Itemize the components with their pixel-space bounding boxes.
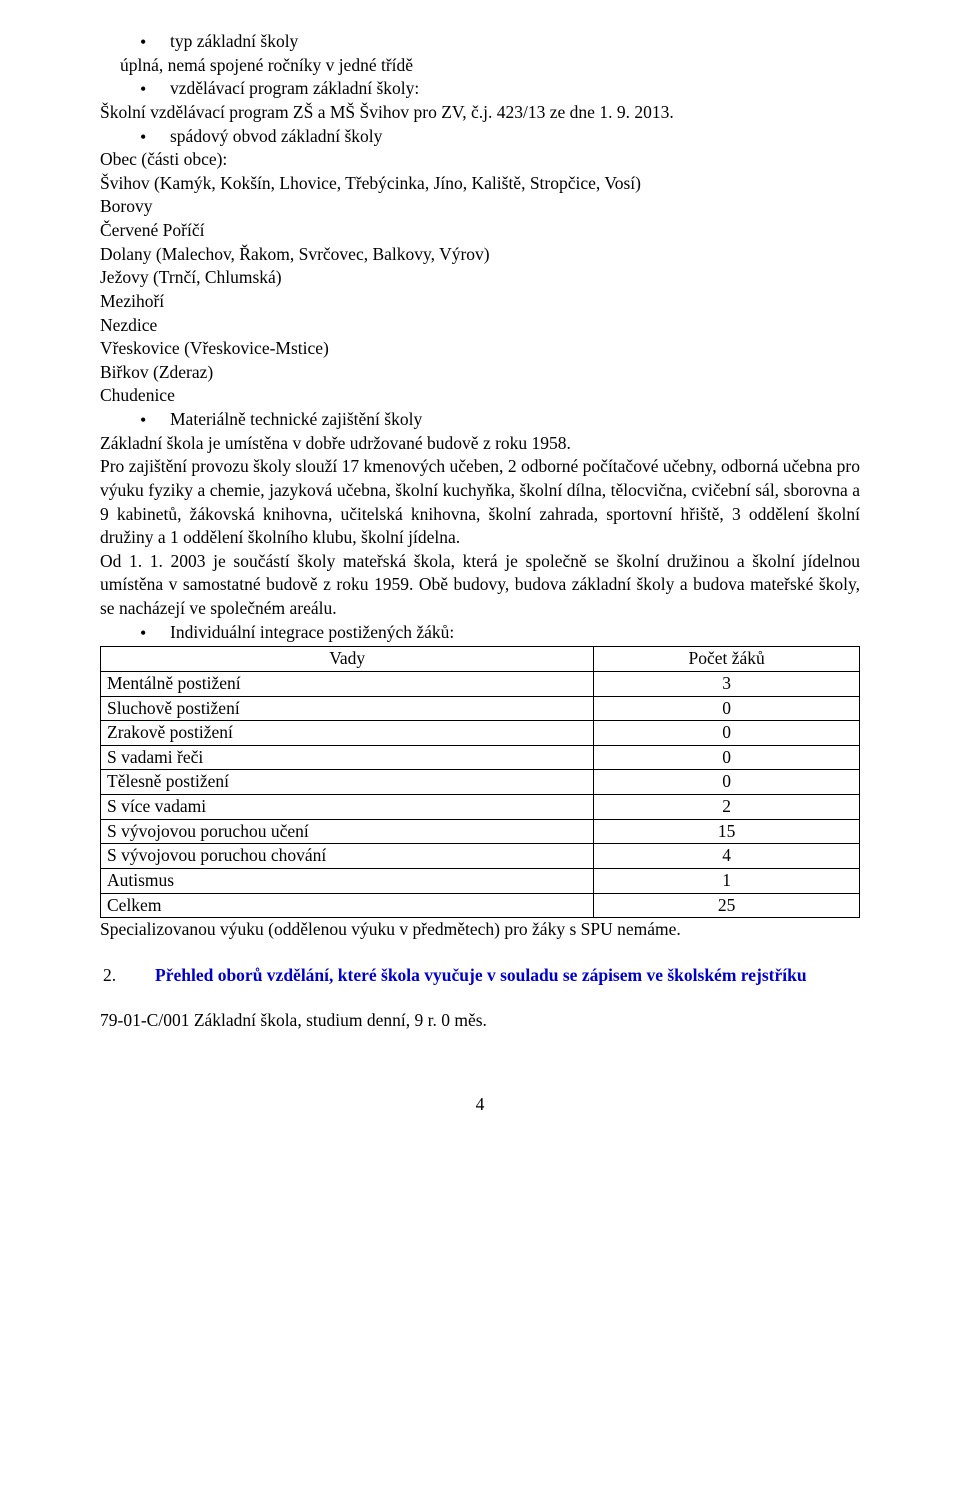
obec-line-6: Nezdice (100, 314, 860, 338)
table-row: Tělesně postižení0 (101, 770, 860, 795)
post-table-note: Specializovanou výuku (oddělenou výuku v… (100, 918, 860, 942)
section-2-title: Přehled oborů vzdělání, které škola vyuč… (155, 965, 807, 985)
vzdel-sub: Školní vzdělávací program ZŠ a MŠ Švihov… (100, 101, 860, 125)
obec-title: Obec (části obce): (100, 148, 860, 172)
table-header-c2: Počet žáků (594, 647, 860, 672)
obec-line-3: Dolany (Malechov, Řakom, Svrčovec, Balko… (100, 243, 860, 267)
table-row: S vadami řeči0 (101, 745, 860, 770)
material-p2: Pro zajištění provozu školy slouží 17 km… (100, 455, 860, 550)
obec-line-5: Mezihoří (100, 290, 860, 314)
table-row: Mentálně postižení3 (101, 671, 860, 696)
material-p1: Základní škola je umístěna v dobře udržo… (100, 432, 860, 456)
vady-table: Vady Počet žáků Mentálně postižení3 Sluc… (100, 646, 860, 918)
bullet-typ: typ základní školy (170, 30, 860, 54)
bullet-list-integrace: Individuální integrace postižených žáků: (100, 621, 860, 645)
obec-line-9: Chudenice (100, 384, 860, 408)
obec-line-7: Vřeskovice (Vřeskovice-Mstice) (100, 337, 860, 361)
table-row: Sluchově postižení0 (101, 696, 860, 721)
bullet-list-spad: spádový obvod základní školy (100, 125, 860, 149)
obec-line-1: Borovy (100, 195, 860, 219)
final-line: 79-01-C/001 Základní škola, studium denn… (100, 1009, 860, 1033)
table-row: Celkem25 (101, 893, 860, 918)
bullet-list-material: Materiálně technické zajištění školy (100, 408, 860, 432)
table-row: Zrakově postižení0 (101, 721, 860, 746)
table-row: S více vadami2 (101, 795, 860, 820)
obec-line-0: Švihov (Kamýk, Kokšín, Lhovice, Třebýcin… (100, 172, 860, 196)
section-2-heading: 2.Přehled oborů vzdělání, které škola vy… (100, 964, 860, 988)
typ-sub: úplná, nemá spojené ročníky v jedné tříd… (100, 54, 860, 78)
obec-line-8: Biřkov (Zderaz) (100, 361, 860, 385)
obec-line-2: Červené Poříčí (100, 219, 860, 243)
bullet-vzdel: vzdělávací program základní školy: (170, 77, 860, 101)
material-p3: Od 1. 1. 2003 je součástí školy mateřská… (100, 550, 860, 621)
page-number: 4 (100, 1093, 860, 1117)
bullet-spad: spádový obvod základní školy (170, 125, 860, 149)
bullet-material: Materiálně technické zajištění školy (170, 408, 860, 432)
bullet-list-vzdel: vzdělávací program základní školy: (100, 77, 860, 101)
table-row: Vady Počet žáků (101, 647, 860, 672)
bullet-list-top: typ základní školy (100, 30, 860, 54)
table-row: Autismus1 (101, 868, 860, 893)
table-row: S vývojovou poruchou chování4 (101, 844, 860, 869)
bullet-integrace: Individuální integrace postižených žáků: (170, 621, 860, 645)
obec-line-4: Ježovy (Trnčí, Chlumská) (100, 266, 860, 290)
section-2-num: 2. (129, 964, 155, 988)
table-row: S vývojovou poruchou učení15 (101, 819, 860, 844)
table-header-c1: Vady (101, 647, 594, 672)
